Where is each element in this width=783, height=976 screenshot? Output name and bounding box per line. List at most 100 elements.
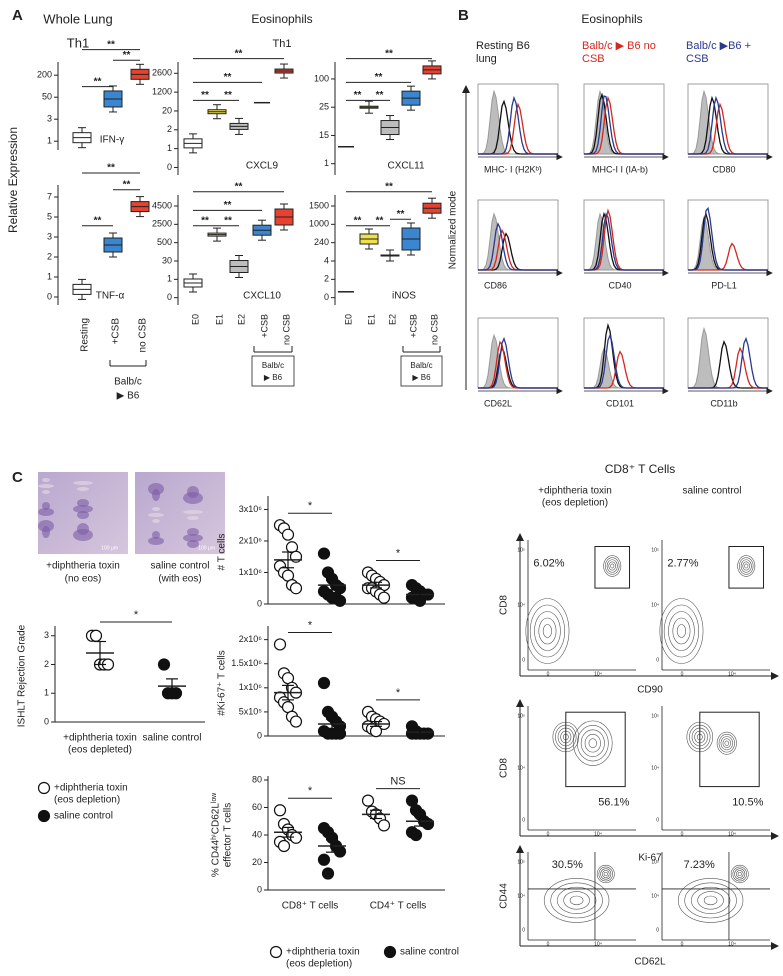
contour — [690, 886, 731, 914]
transplant-label: ▶ B6 — [264, 373, 283, 382]
gate — [594, 546, 631, 589]
scale-bar: 100 μm — [101, 545, 118, 551]
histogram-trace — [478, 212, 558, 271]
flow-tick: 0 — [656, 927, 659, 933]
y-tick-label: 80 — [252, 774, 262, 784]
y-tick-label: 25 — [319, 102, 329, 112]
histogram-trace — [688, 206, 768, 271]
y-tick-label: 0 — [44, 716, 49, 726]
y-tick-label: 4 — [324, 255, 329, 265]
axis-title: ISHLT Rejection Grade — [17, 624, 28, 727]
contour — [676, 624, 687, 638]
significance-label: ** — [107, 39, 115, 50]
flow-tick: 0 — [547, 671, 550, 677]
error-bar — [282, 551, 294, 569]
legend-label: +diphtheria toxin — [54, 783, 128, 794]
histogram-trace — [478, 333, 558, 389]
y-tick-label: 20 — [162, 105, 172, 115]
contour — [739, 557, 754, 575]
flow-tick: 10⁴ — [594, 671, 602, 677]
transplant-label: ▶ B6 — [117, 391, 140, 402]
histogram — [478, 333, 558, 389]
group-label: E1 — [214, 314, 224, 325]
axis-title: effector T cells — [223, 803, 234, 867]
contour — [677, 878, 744, 923]
contour — [588, 738, 597, 748]
tissue-detail — [77, 499, 89, 507]
column-header: +diphtheria toxin — [538, 486, 612, 497]
gate-percentage: 6.02% — [533, 557, 564, 569]
contour — [610, 563, 615, 569]
histogram-trace — [584, 350, 664, 389]
group-label: Resting — [80, 318, 91, 352]
significance-label: ** — [94, 215, 102, 226]
error-bar — [414, 592, 426, 598]
histogram-trace — [584, 212, 664, 271]
data-point — [377, 819, 391, 832]
error-bar — [414, 815, 426, 827]
flow-tick: 10⁵ — [517, 713, 525, 719]
panel-subtitle: Th1 — [273, 38, 292, 50]
x-tick-label: (eos depleted) — [68, 745, 132, 756]
contour — [732, 866, 747, 882]
gate-percentage: 2.77% — [667, 557, 698, 569]
contour — [556, 886, 597, 914]
y-tick-label: 2600 — [152, 68, 172, 78]
column-header: CSB — [582, 53, 605, 65]
flow-tick: 0 — [681, 671, 684, 677]
contour — [736, 870, 744, 878]
column-header: CSB — [686, 53, 709, 65]
histogram — [688, 89, 768, 155]
tissue-detail — [38, 484, 54, 488]
tissue-detail — [42, 478, 50, 482]
marker-label: MHC-I I (IA-b) — [592, 164, 648, 174]
group-label: E0 — [343, 314, 353, 325]
flow-tick: 0 — [656, 657, 659, 663]
histogram-trace — [584, 212, 664, 271]
legend-label: saline control — [400, 947, 459, 958]
gene-label: CXCL9 — [246, 161, 279, 172]
flow-tick: 10⁴ — [517, 893, 525, 899]
y-tick-label: 2 — [47, 251, 52, 261]
tissue-detail — [187, 516, 199, 520]
histogram-trace — [478, 221, 558, 271]
histogram-trace — [584, 347, 664, 389]
axis-title: CD8 — [499, 758, 510, 778]
marker-label: CD86 — [484, 280, 507, 290]
y-tick-label: 4500 — [152, 200, 172, 210]
error-bar — [282, 826, 294, 838]
tissue-detail — [152, 519, 160, 523]
contour — [720, 736, 733, 751]
axis-title: Relative Expression — [6, 127, 20, 233]
panel-title: Eosinophils — [581, 12, 642, 26]
column-header: Balb/c ▶B6 + — [686, 40, 751, 52]
data-point — [333, 594, 347, 607]
flow-tick: 10⁴ — [651, 893, 659, 899]
significance-label: ** — [224, 90, 232, 101]
flow-tick: 10⁴ — [728, 671, 736, 677]
scale-bar: 100 μm — [198, 545, 215, 551]
y-tick-label: 200 — [37, 70, 52, 80]
flow-tick: 10⁵ — [651, 859, 659, 865]
y-tick-label: 2x10⁶ — [239, 535, 263, 545]
error-bar — [370, 720, 382, 727]
flow-tick: 10⁴ — [728, 941, 736, 947]
gate-percentage: 10.5% — [732, 797, 763, 809]
transplant-label: Balb/c — [114, 377, 142, 388]
flow-tick: 0 — [547, 941, 550, 947]
significance-label: ** — [224, 200, 232, 211]
flow-tick: 10⁴ — [651, 602, 659, 608]
error-bar — [414, 730, 426, 735]
contour — [722, 738, 731, 748]
histogram-trace — [688, 95, 768, 155]
data-point — [317, 853, 331, 866]
tissue-detail — [73, 505, 93, 513]
image-caption: +diphtheria toxin — [46, 561, 120, 572]
significance-label: ** — [107, 163, 115, 174]
y-tick-label: 3x10⁶ — [239, 504, 263, 514]
histogram-trace — [478, 95, 558, 155]
section-title: CD8⁺ T Cells — [605, 462, 676, 476]
y-tick-label: 0 — [47, 291, 52, 301]
contour — [538, 617, 557, 645]
